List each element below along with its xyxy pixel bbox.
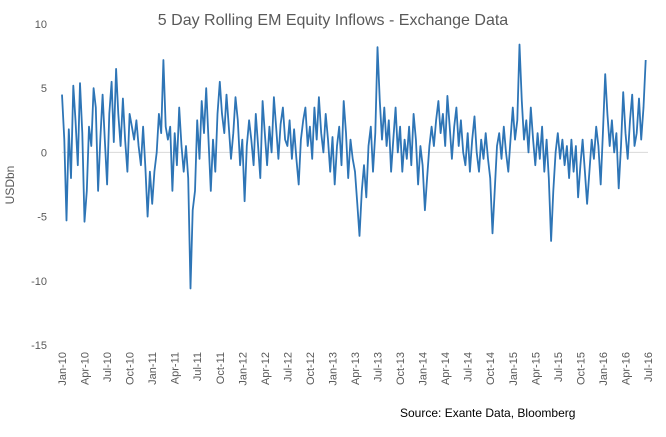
x-tick-label: Jul-16 — [643, 352, 655, 382]
x-tick-label: Jan-15 — [508, 352, 520, 386]
x-tick-label: Apr-14 — [440, 352, 452, 385]
y-tick-label: 5 — [41, 83, 47, 95]
x-tick-label: Jan-16 — [598, 352, 610, 386]
x-tick-label: Jul-15 — [553, 352, 565, 382]
y-tick-label: -5 — [37, 212, 47, 224]
x-tick-label: Oct-12 — [305, 352, 317, 385]
x-tick-label: Jul-10 — [102, 352, 114, 382]
x-tick-label: Oct-13 — [395, 352, 407, 385]
x-tick-label: Jan-14 — [418, 352, 430, 386]
x-tick-label: Apr-15 — [530, 352, 542, 385]
x-tick-label: Apr-11 — [170, 352, 182, 384]
x-tick-label: Apr-16 — [620, 352, 632, 385]
x-tick-label: Apr-10 — [80, 352, 92, 385]
x-tick-label: Apr-12 — [260, 352, 272, 385]
x-tick-label: Jan-12 — [237, 352, 249, 386]
chart-title: 5 Day Rolling EM Equity Inflows - Exchan… — [158, 12, 508, 29]
series-line — [61, 43, 647, 290]
y-tick-label: -15 — [31, 340, 47, 352]
x-tick-label: Apr-13 — [350, 352, 362, 385]
x-tick-label: Jul-13 — [373, 352, 385, 382]
x-tick-label: Jul-14 — [463, 352, 475, 382]
y-axis-label: USDbn — [3, 166, 17, 205]
y-tick-label: 10 — [35, 19, 47, 31]
x-tick-label: Oct-14 — [485, 352, 497, 385]
x-tick-label: Oct-15 — [575, 352, 587, 385]
x-tick-label: Jan-10 — [57, 352, 69, 386]
x-tick-label: Oct-10 — [125, 352, 137, 385]
x-tick-label: Jul-11 — [192, 352, 204, 381]
x-tick-label: Jan-11 — [147, 352, 159, 385]
x-axis-ticks: Jan-10 Apr-10 Jul-10 Oct-10 Jan-11 Apr-11 Jul-… — [57, 352, 655, 386]
x-tick-label: Jul-12 — [282, 352, 294, 382]
source-note: Source: Exante Data, Bloomberg — [400, 406, 575, 420]
y-tick-label: -10 — [31, 276, 47, 288]
y-axis-ticks: 10 5 0 -5 -10 -15 — [31, 19, 47, 352]
y-tick-label: 0 — [41, 147, 47, 159]
x-tick-label: Jan-13 — [327, 352, 339, 386]
x-tick-label: Oct-11 — [215, 352, 227, 384]
